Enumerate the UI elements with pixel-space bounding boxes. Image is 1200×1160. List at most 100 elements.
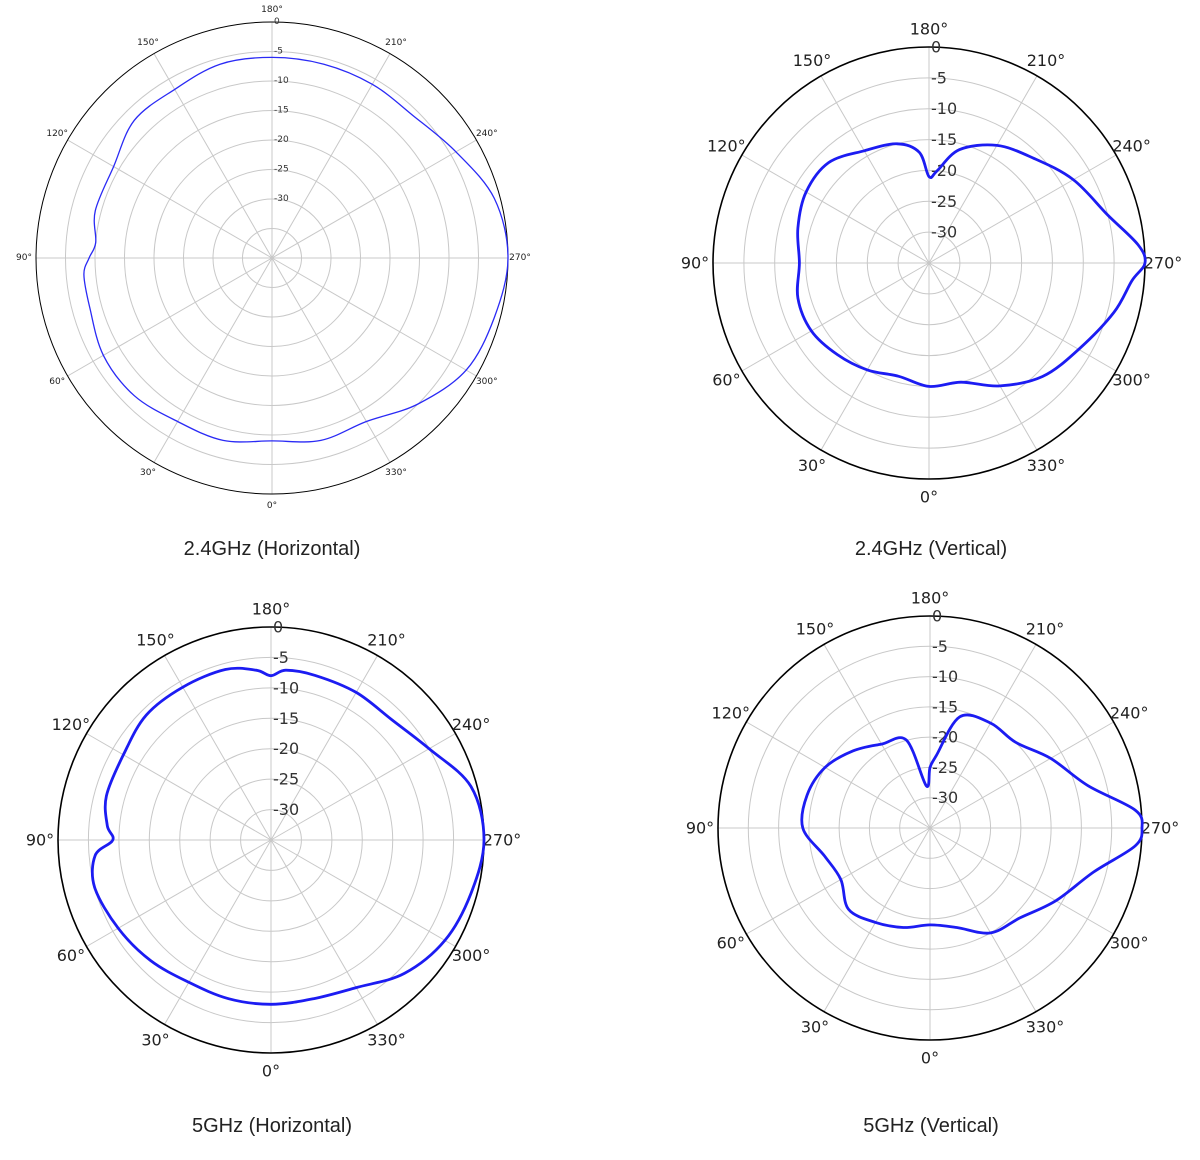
radial-tick-label: -30 xyxy=(273,800,299,819)
angle-tick-label: 270° xyxy=(1144,254,1183,273)
grid-spoke xyxy=(746,827,931,935)
angle-tick-label: 240° xyxy=(476,129,498,139)
angle-tick-label: 330° xyxy=(1027,456,1066,475)
angle-tick-label: 60° xyxy=(717,934,745,953)
polar-chart-4: 0° 30° 60° 90° 120° 150° 180° 210° 240° 270° 300° 3… xyxy=(686,589,1179,1068)
grid-spoke xyxy=(823,644,931,829)
angle-tick-label: 240° xyxy=(1110,704,1149,723)
grid-spoke xyxy=(746,721,931,829)
radial-tick-label: -25 xyxy=(932,758,958,777)
grid-spoke xyxy=(820,262,930,451)
radial-tick-label: -20 xyxy=(931,161,957,180)
radial-tick-label: -10 xyxy=(931,99,957,118)
grid-spoke xyxy=(270,733,456,841)
angle-tick-label: 180° xyxy=(911,589,950,608)
grid-spoke xyxy=(271,139,477,259)
radial-tick-label: -15 xyxy=(931,130,957,149)
chart-caption-5ghz-vertical: 5GHz (Vertical) xyxy=(863,1115,999,1137)
grid-spoke xyxy=(823,827,931,1012)
radial-tick-label: -30 xyxy=(274,194,289,204)
grid-spoke xyxy=(928,75,1038,264)
radial-tick-label: -10 xyxy=(274,76,289,86)
angle-tick-label: 30° xyxy=(141,1031,169,1050)
angle-tick-label: 60° xyxy=(57,946,85,965)
grid-spoke xyxy=(270,655,378,841)
angle-tick-label: 120° xyxy=(712,704,751,723)
radial-tick-label: 0 xyxy=(932,607,942,626)
radial-tick-label: -20 xyxy=(273,739,299,758)
grid-spoke xyxy=(929,721,1114,829)
angle-tick-label: 0° xyxy=(267,501,277,511)
grid-spoke xyxy=(928,154,1117,264)
grid-spoke xyxy=(820,75,930,264)
angle-tick-label: 300° xyxy=(1112,371,1151,390)
angle-tick-label: 0° xyxy=(920,488,938,507)
angle-tick-label: 210° xyxy=(1027,51,1066,70)
angle-tick-label: 90° xyxy=(26,831,54,850)
polar-chart-1: 0° 30° 60° 90° 120° 150° 180° 210° 240° 270° 300° 3… xyxy=(16,5,531,511)
radial-tick-label: -20 xyxy=(274,135,289,145)
angle-tick-label: 150° xyxy=(137,38,159,48)
grid-spoke xyxy=(86,733,272,841)
angle-tick-label: 90° xyxy=(686,819,714,838)
grid-spoke xyxy=(929,644,1037,829)
radial-tick-label: 0 xyxy=(274,17,280,27)
grid-spoke xyxy=(153,257,273,463)
angle-tick-label: 120° xyxy=(46,129,68,139)
angle-tick-label: 330° xyxy=(367,1031,406,1050)
radiation-pattern-line xyxy=(83,56,509,443)
radial-tick-label: -5 xyxy=(273,648,289,667)
angle-tick-label: 330° xyxy=(1026,1018,1065,1037)
angle-tick-label: 150° xyxy=(796,619,835,638)
polar-chart-3: 0° 30° 60° 90° 120° 150° 180° 210° 240° 270° 300° 3… xyxy=(26,600,521,1081)
grid-spoke xyxy=(271,257,477,377)
radial-tick-label: 0 xyxy=(931,38,941,57)
angle-tick-label: 0° xyxy=(262,1062,280,1081)
radial-tick-label: -15 xyxy=(932,697,958,716)
angle-tick-label: 90° xyxy=(16,253,32,263)
radiation-pattern-line xyxy=(90,666,486,1006)
angle-tick-label: 210° xyxy=(385,38,407,48)
grid-spoke xyxy=(86,839,272,947)
grid-spoke xyxy=(67,257,273,377)
polar-chart-2: 0° 30° 60° 90° 120° 150° 180° 210° 240° 270° 300° 3… xyxy=(681,20,1182,507)
angle-tick-label: 180° xyxy=(910,20,949,39)
chart-caption-2-4ghz-vertical: 2.4GHz (Vertical) xyxy=(854,538,1008,560)
radial-tick-label: 0 xyxy=(273,618,283,637)
chart-caption-2-4ghz-horizontal: 2.4GHz (Horizontal) xyxy=(183,538,361,560)
angle-tick-label: 30° xyxy=(801,1018,829,1037)
angle-tick-label: 300° xyxy=(1110,934,1149,953)
angle-tick-label: 180° xyxy=(261,5,283,15)
angle-tick-label: 300° xyxy=(476,377,498,387)
grid-spoke xyxy=(741,154,930,264)
chart-caption-5ghz-horizontal: 5GHz (Horizontal) xyxy=(191,1115,353,1137)
grid-spoke xyxy=(929,827,1114,935)
radial-tick-label: -15 xyxy=(273,709,299,728)
radial-tick-label: -25 xyxy=(274,165,289,175)
angle-tick-label: 120° xyxy=(52,715,91,734)
angle-tick-label: 300° xyxy=(452,946,491,965)
angle-tick-label: 120° xyxy=(707,137,746,156)
radial-tick-label: -30 xyxy=(932,788,958,807)
radial-tick-label: -10 xyxy=(273,678,299,697)
angle-tick-label: 330° xyxy=(385,468,407,478)
angle-tick-label: 0° xyxy=(921,1049,939,1068)
angle-tick-label: 30° xyxy=(140,468,156,478)
angle-tick-label: 240° xyxy=(452,715,491,734)
grid-spoke xyxy=(164,839,272,1025)
radial-tick-label: -10 xyxy=(932,667,958,686)
radial-tick-label: -5 xyxy=(932,637,948,656)
radial-tick-label: -5 xyxy=(274,47,283,57)
angle-tick-label: 90° xyxy=(681,254,709,273)
grid-spoke xyxy=(270,839,378,1025)
angle-tick-label: 30° xyxy=(798,456,826,475)
radial-tick-label: -5 xyxy=(931,68,947,87)
angle-tick-label: 60° xyxy=(49,377,65,387)
radial-tick-label: -25 xyxy=(273,770,299,789)
grid-spoke xyxy=(67,139,273,259)
grid-spoke xyxy=(271,53,391,259)
angle-tick-label: 210° xyxy=(1026,619,1065,638)
grid-spoke xyxy=(929,827,1037,1012)
grid-spoke xyxy=(270,839,456,947)
